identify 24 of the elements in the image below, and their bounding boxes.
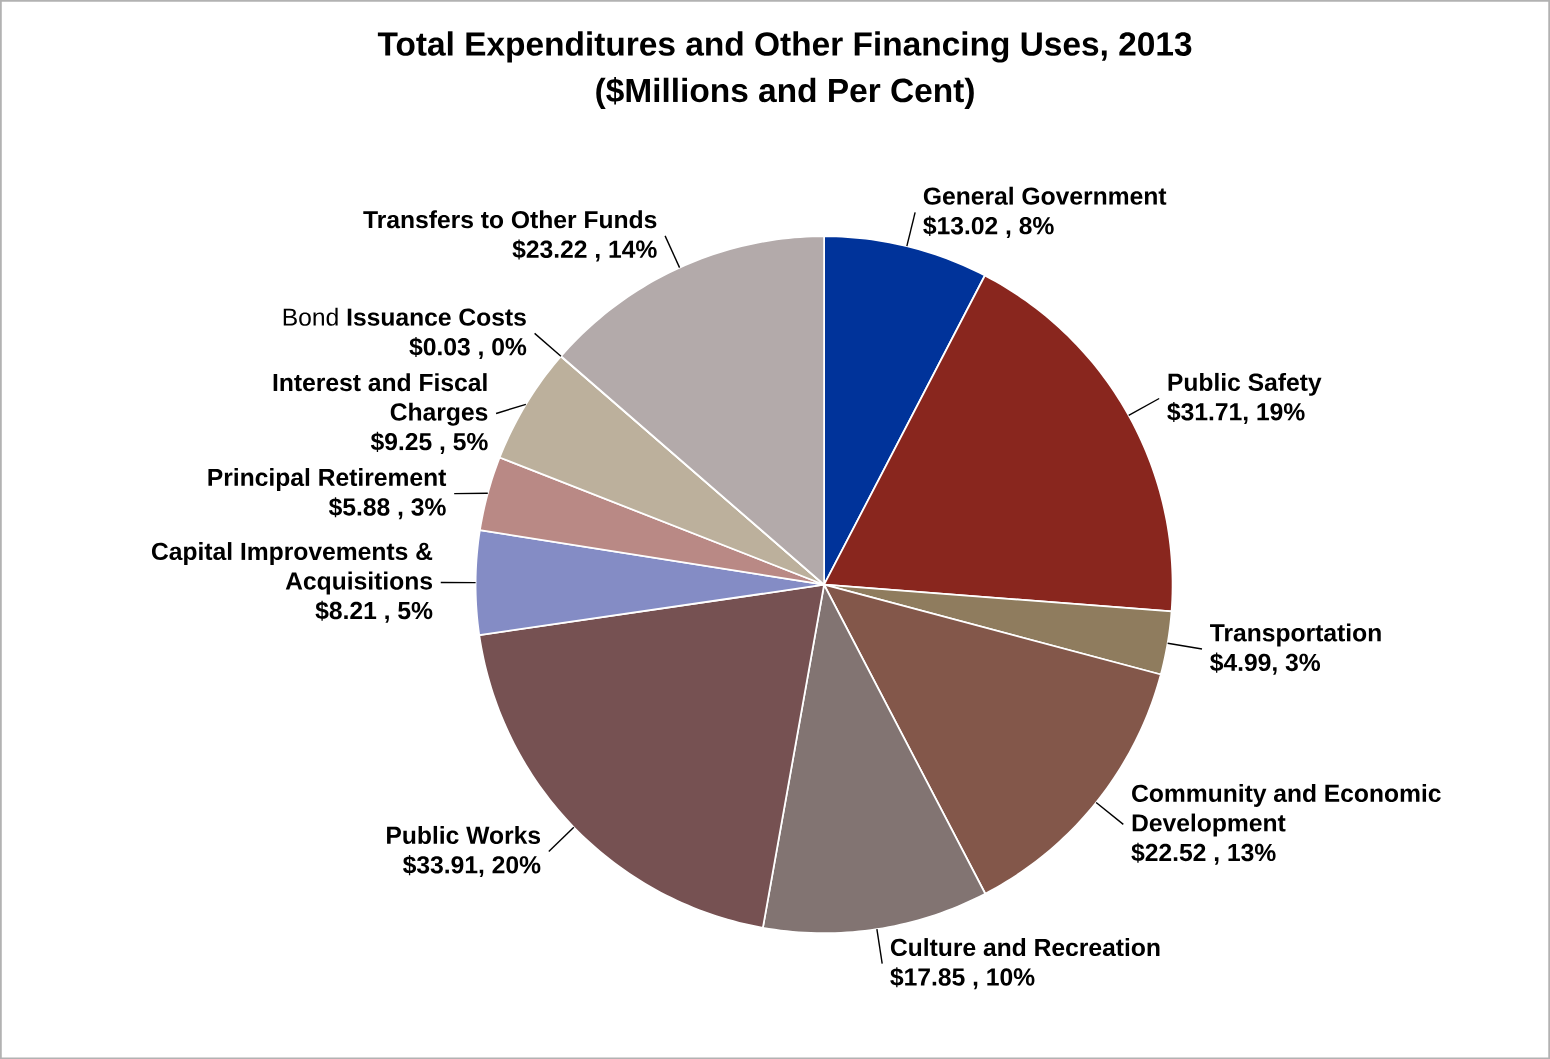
slice-label: General Government xyxy=(923,186,1167,205)
data-label: $31.71, 19% xyxy=(1167,401,1305,424)
chart-subtitle: ($Millions and Per Cent) xyxy=(596,76,974,109)
slice-label: Culture and Recreation xyxy=(890,937,1160,956)
slice-label: Interest and Fiscal Charges xyxy=(273,372,488,426)
slice-label: Transportation xyxy=(1210,623,1381,647)
data-label: $9.25 , 5% xyxy=(370,431,488,454)
slice-label: Transfers to Other Funds xyxy=(363,210,657,229)
slice-label: Community and Economic Development xyxy=(1132,783,1441,837)
slice-label: Public Safety xyxy=(1168,372,1322,396)
data-label: $23.22 , 14% xyxy=(512,239,657,262)
data-label: $13.02 , 8% xyxy=(923,215,1054,238)
chart-title: Total Expenditures and Other Financing Uses, 2013 xyxy=(377,31,1192,63)
data-label: $0.03 , 0% xyxy=(409,336,527,359)
data-label: $22.52 , 13% xyxy=(1131,842,1276,865)
data-label: $4.99, 3% xyxy=(1210,652,1321,675)
slice-label: Capital Improvements & Acquisitions xyxy=(151,541,433,595)
slice-label: Principal Retirement xyxy=(208,467,447,491)
data-label: $8.21 , 5% xyxy=(315,600,433,623)
slice-label: Bond Issuance Costs xyxy=(283,307,526,326)
data-label: $33.91, 20% xyxy=(403,854,541,877)
data-label: $5.88 , 3% xyxy=(328,497,446,520)
data-label: $17.85 , 10% xyxy=(890,967,1035,990)
slice-label: Public Works xyxy=(387,825,541,844)
